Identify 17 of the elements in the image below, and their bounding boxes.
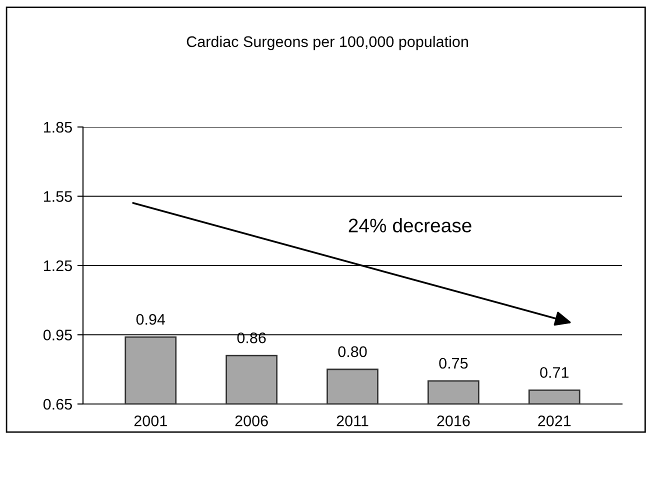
annotation: 24% decrease xyxy=(348,218,472,232)
x-tick-label: 2001 xyxy=(134,416,167,426)
chart-title: Cardiac Surgeons per 100,000 population xyxy=(186,36,468,50)
y-tick-label: 1.55 xyxy=(44,191,72,202)
data-label: 0.75 xyxy=(439,358,468,369)
x-tick-label: 2006 xyxy=(235,416,268,426)
data-label: 0.71 xyxy=(540,367,568,378)
x-tick-label: 2016 xyxy=(437,416,470,426)
x-tick-label: 2011 xyxy=(336,416,368,426)
x-tick-label: 2021 xyxy=(538,416,571,426)
data-label: 0.80 xyxy=(338,346,367,358)
y-tick-label: 1.85 xyxy=(44,122,72,133)
data-label: 0.86 xyxy=(237,332,266,344)
y-tick-label: 0.95 xyxy=(43,330,72,340)
data-label: 0.94 xyxy=(136,314,166,325)
y-tick-label: 1.25 xyxy=(44,260,72,272)
y-tick-label: 0.65 xyxy=(43,398,72,410)
